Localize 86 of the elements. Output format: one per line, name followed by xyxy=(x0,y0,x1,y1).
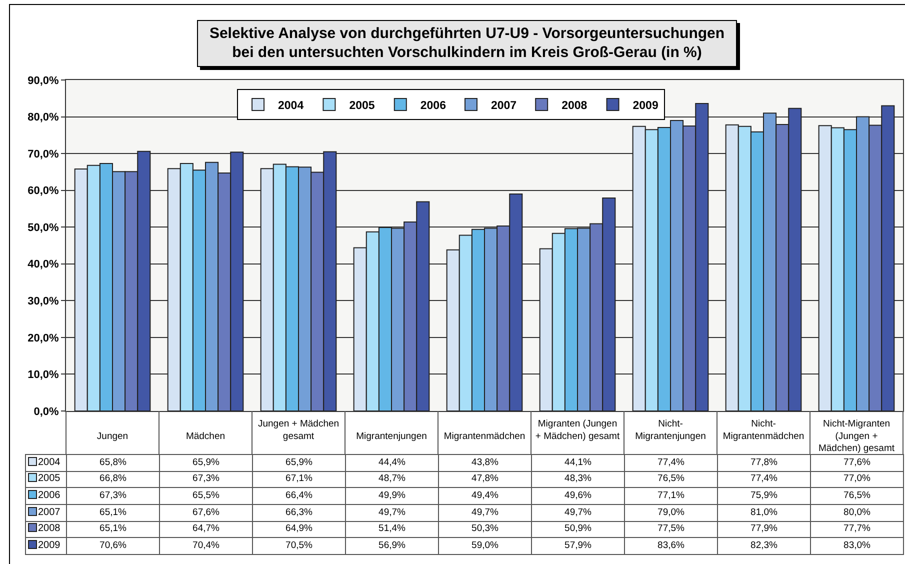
data-label: 70,6% xyxy=(66,538,160,554)
data-label: 67,3% xyxy=(66,488,160,504)
x-tick-label: Nicht-Migranten (Jungen + Mädchen) gesamt xyxy=(818,418,895,454)
data-label: 49,7% xyxy=(438,504,532,522)
data-label: 67,6% xyxy=(160,504,252,522)
data-label: 77,5% xyxy=(624,521,718,538)
x-tick-label: Migranten (Jungen + Mädchen) gesamt xyxy=(535,418,620,442)
data-label: 44,4% xyxy=(346,454,438,472)
y-tick-label: 20,0% xyxy=(28,332,60,344)
data-label: 67,1% xyxy=(252,471,346,488)
data-label: 49,9% xyxy=(346,488,438,504)
y-tick-label: 10,0% xyxy=(28,369,60,382)
x-tick-label: Migrantenjungen xyxy=(356,430,427,442)
text: 2004 xyxy=(38,456,60,468)
data-label: 77,8% xyxy=(718,454,810,472)
text: 2008 xyxy=(38,523,60,534)
data-label: 66,3% xyxy=(252,504,346,522)
data-label: 77,1% xyxy=(624,488,718,504)
data-label: 81,0% xyxy=(718,504,810,522)
data-label: 65,1% xyxy=(66,521,160,538)
y-tick-label: 70,0% xyxy=(28,148,60,160)
y-tick-label: 80,0% xyxy=(28,112,60,124)
data-label: 77,4% xyxy=(718,471,810,488)
data-label: 82,3% xyxy=(718,538,810,554)
data-label: 80,0% xyxy=(810,504,904,522)
data-label: 76,5% xyxy=(810,488,904,504)
legend-label: 2004 xyxy=(278,100,304,112)
data-label: 66,4% xyxy=(252,488,346,504)
data-label: 77,4% xyxy=(624,454,718,472)
data-label: 65,1% xyxy=(66,504,160,522)
data-label: 77,7% xyxy=(810,521,904,538)
data-label: 43,8% xyxy=(438,454,532,472)
y-tick-label: 30,0% xyxy=(28,296,60,308)
x-tick-label: Jungen xyxy=(96,430,128,442)
data-label: 83,6% xyxy=(624,538,718,554)
data-label: 48,7% xyxy=(346,471,438,488)
data-label: 57,9% xyxy=(532,538,624,554)
data-label: 67,3% xyxy=(160,471,252,488)
data-label: 65,9% xyxy=(160,454,252,472)
data-label: 77,6% xyxy=(810,454,904,472)
data-label: 79,0% xyxy=(624,504,718,522)
data-label: 70,5% xyxy=(252,538,346,554)
data-label: 64,7% xyxy=(160,521,252,538)
data-label: 56,9% xyxy=(346,538,438,554)
data-label: 75,9% xyxy=(718,488,810,504)
data-label: 64,9% xyxy=(252,521,346,538)
data-label: 70,4% xyxy=(160,538,252,554)
data-label: 48,3% xyxy=(532,471,624,488)
text: 2007 xyxy=(38,506,60,518)
x-tick-label: Nicht-Migrantenmädchen xyxy=(722,418,804,442)
y-tick-label: 90,0% xyxy=(28,74,60,87)
y-tick-label: 40,0% xyxy=(28,258,60,271)
y-tick-label: 0,0% xyxy=(34,406,60,418)
x-tick-label: Nicht-Migrantenjungen xyxy=(635,418,706,442)
legend-label: 2007 xyxy=(490,100,517,112)
data-label: 65,8% xyxy=(66,454,160,472)
data-label: 50,9% xyxy=(532,521,624,538)
data-label: 50,3% xyxy=(438,521,532,538)
y-tick-label: 60,0% xyxy=(28,185,60,198)
data-label: 44,1% xyxy=(532,454,624,472)
data-label: 77,0% xyxy=(810,471,904,488)
data-label: 49,4% xyxy=(438,488,532,504)
data-label: 51,4% xyxy=(346,521,438,538)
chart-title: Selektive Analyse von durchgeführten U7-U9 - Vorsorgeuntersuchungen bei den untersuchten Vorschulkindern im Kreis Groß-Gerau (in %) xyxy=(197,20,737,67)
data-label: 66,8% xyxy=(66,471,160,488)
legend-label: 2008 xyxy=(562,100,588,112)
data-label: 83,0% xyxy=(810,538,904,554)
legend-label: 2005 xyxy=(349,100,376,112)
data-label: 65,5% xyxy=(160,488,252,504)
data-label: 77,9% xyxy=(718,521,810,538)
data-label: 76,5% xyxy=(624,471,718,488)
text: 2006 xyxy=(38,490,60,502)
data-label: 65,9% xyxy=(252,454,346,472)
legend-label: 2006 xyxy=(420,100,446,112)
text: 2009 xyxy=(38,540,60,552)
x-tick-label: Jungen + Mädchen gesamt xyxy=(258,418,340,442)
data-label: 47,8% xyxy=(438,471,532,488)
data-label: 49,7% xyxy=(346,504,438,522)
data-label: 49,7% xyxy=(532,504,624,522)
data-label: 59,0% xyxy=(438,538,532,554)
text: 2005 xyxy=(38,473,60,484)
x-tick-label: Migrantenmädchen xyxy=(444,430,526,442)
data-label: 49,6% xyxy=(532,488,624,504)
y-tick-label: 50,0% xyxy=(28,222,60,234)
x-tick-label: Mädchen xyxy=(186,430,226,442)
legend-label: 2009 xyxy=(632,100,658,112)
